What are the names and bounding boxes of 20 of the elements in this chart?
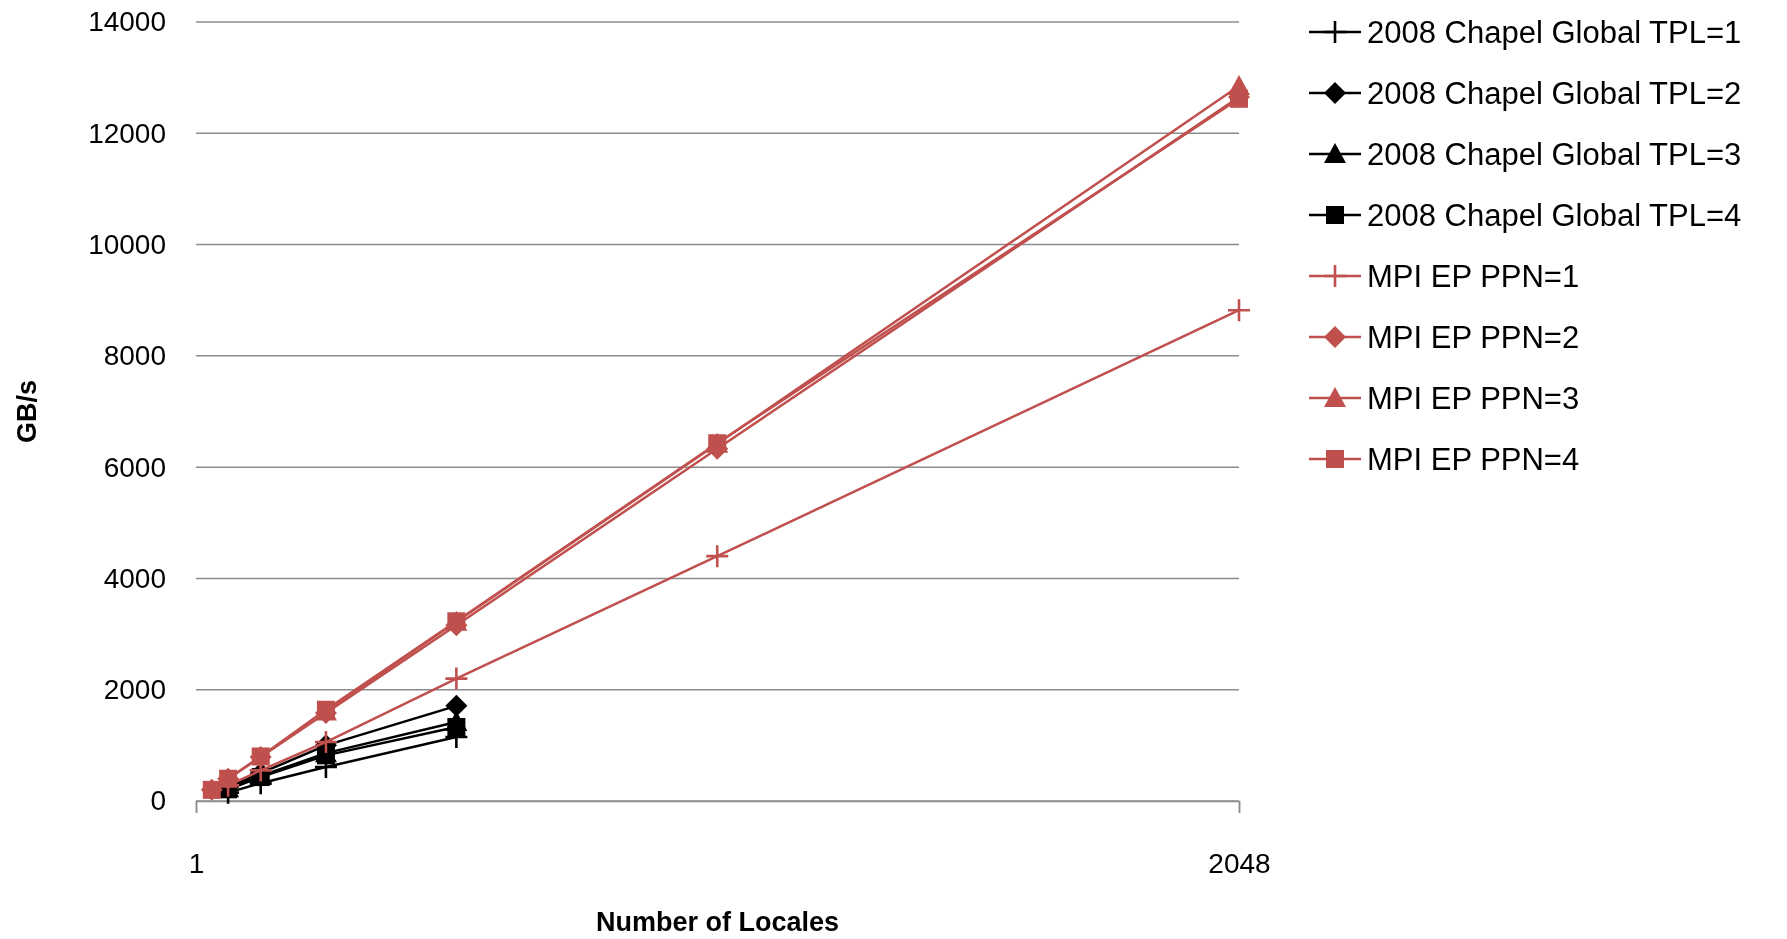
legend-label: 2008 Chapel Global TPL=2 [1367, 76, 1742, 111]
x-tick-label: 1 [188, 847, 205, 879]
legend-label: 2008 Chapel Global TPL=3 [1367, 137, 1742, 172]
legend-label: MPI EP PPN=2 [1367, 320, 1580, 355]
y-tick-label: 2000 [103, 674, 166, 706]
y-tick-label: 14000 [88, 6, 166, 38]
legend-label: 2008 Chapel Global TPL=4 [1367, 198, 1742, 233]
y-tick-label: 8000 [103, 340, 166, 372]
legend-label: MPI EP PPN=3 [1367, 381, 1580, 416]
y-tick-label: 4000 [103, 562, 166, 594]
y-axis-title: GB/s [12, 379, 42, 444]
legend-label: 2008 Chapel Global TPL=1 [1367, 15, 1742, 50]
y-tick-label: 6000 [103, 451, 166, 483]
y-tick-label: 12000 [88, 117, 166, 149]
y-tick-label: 10000 [88, 229, 166, 261]
x-axis-title: Number of Locales [595, 907, 840, 937]
legend-label: MPI EP PPN=1 [1367, 259, 1580, 294]
x-tick-label: 2048 [1208, 847, 1271, 879]
legend-label: MPI EP PPN=4 [1367, 442, 1580, 477]
y-tick-label: 0 [150, 785, 166, 817]
